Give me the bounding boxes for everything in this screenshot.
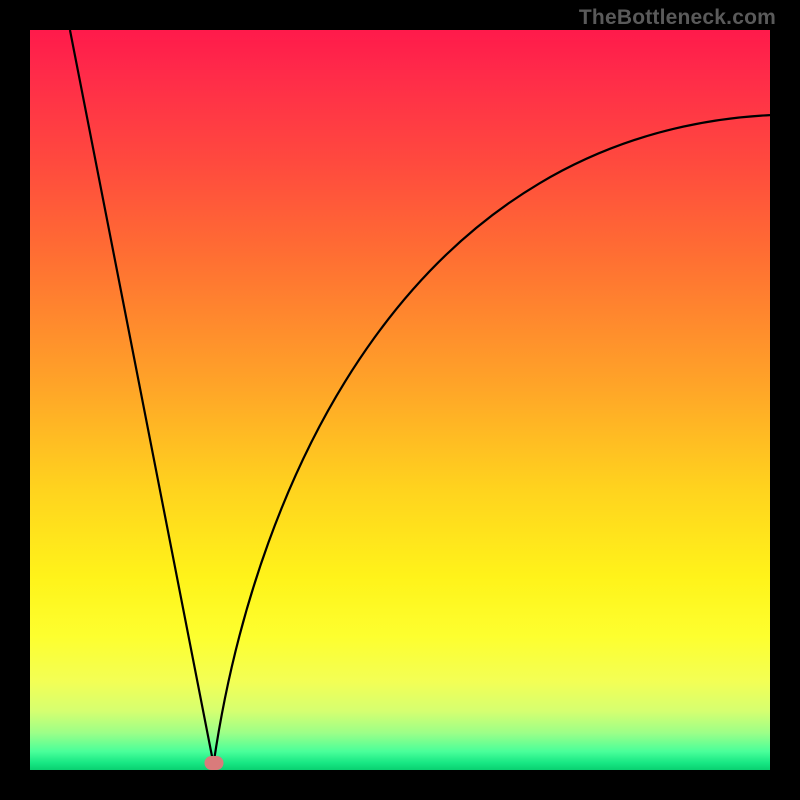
watermark-text: TheBottleneck.com [579, 6, 776, 30]
chart-frame: TheBottleneck.com [0, 0, 800, 800]
plot-area [30, 30, 770, 770]
curve-layer [30, 30, 770, 770]
bottleneck-curve [70, 30, 770, 764]
vertex-marker [204, 756, 223, 770]
